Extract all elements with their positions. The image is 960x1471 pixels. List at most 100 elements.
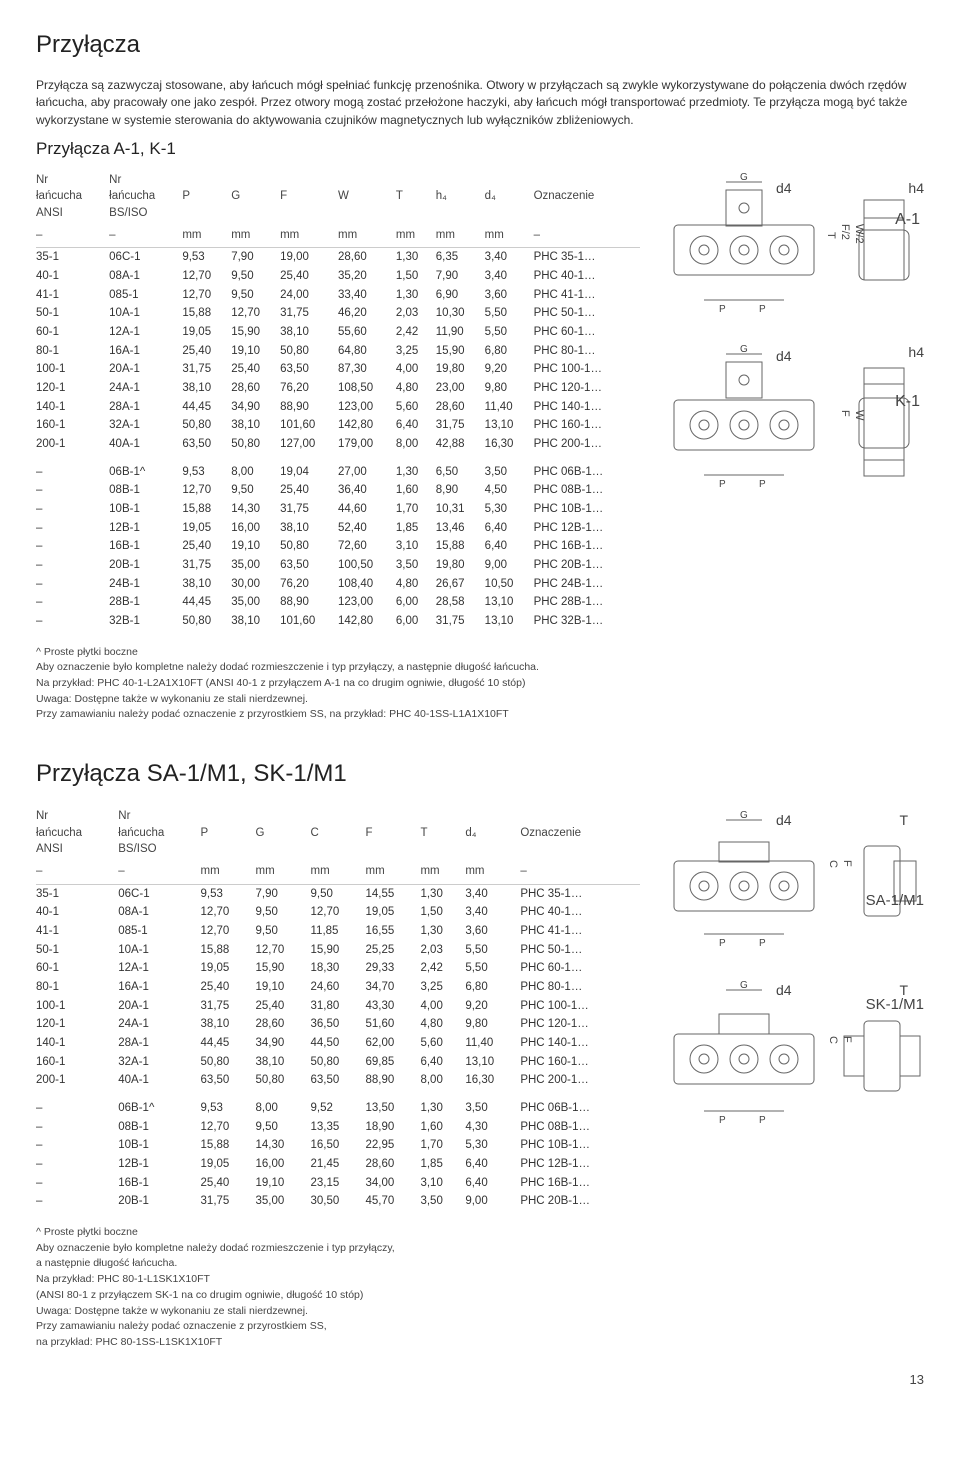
table-row: –20B-131,7535,0030,5045,703,509,00PHC 20…: [36, 1192, 640, 1211]
table-cell: 43,30: [365, 997, 420, 1016]
diagram-sk1: G P P d4 T C F SK-1/M1: [664, 976, 924, 1136]
table-cell: 3,10: [396, 537, 436, 556]
table-cell: 13,46: [436, 519, 485, 538]
table-cell: 9,50: [256, 922, 311, 941]
table-cell: 44,60: [338, 500, 396, 519]
table-cell: 24A-1: [109, 379, 182, 398]
table-cell: 11,40: [465, 1034, 520, 1053]
table-cell: 32A-1: [118, 1053, 200, 1072]
table-cell: 28,60: [338, 248, 396, 267]
table-cell: 45,70: [365, 1192, 420, 1211]
table-cell: 19,05: [201, 1155, 256, 1174]
table-cell: 32B-1: [109, 612, 182, 631]
table-cell: 6,80: [485, 342, 534, 361]
table-cell: 19,00: [280, 248, 338, 267]
table-cell: 179,00: [338, 435, 396, 454]
table-cell: 8,00: [396, 435, 436, 454]
table-row: 41-1085-112,709,5011,8516,551,303,60PHC …: [36, 922, 640, 941]
table-cell: 120-1: [36, 379, 109, 398]
table-cell: 21,45: [311, 1155, 366, 1174]
table-cell: 25,40: [182, 342, 231, 361]
table-cell: 9,20: [465, 997, 520, 1016]
table-cell: 3,40: [485, 248, 534, 267]
table-unit-cell: –: [109, 224, 182, 248]
table-cell: 24,60: [311, 978, 366, 997]
table-cell: 16,55: [365, 922, 420, 941]
table-cell: 35-1: [36, 248, 109, 267]
table-row: 41-1085-112,709,5024,0033,401,306,903,60…: [36, 286, 640, 305]
table-cell: 19,04: [280, 454, 338, 482]
table-cell: 19,05: [365, 903, 420, 922]
table-cell: 63,50: [201, 1071, 256, 1090]
table-cell: 31,75: [182, 556, 231, 575]
table-cell: 14,30: [231, 500, 280, 519]
table-cell: 10A-1: [118, 941, 200, 960]
table-cell: PHC 100-1…: [520, 997, 640, 1016]
table-cell: PHC 40-1…: [520, 903, 640, 922]
table-cell: 29,33: [365, 959, 420, 978]
table-cell: PHC 24B-1…: [534, 575, 640, 594]
table-cell: 38,10: [182, 379, 231, 398]
footnote-line: Aby oznaczenie było kompletne należy dod…: [36, 1241, 640, 1256]
table-row: –12B-119,0516,0021,4528,601,856,40PHC 12…: [36, 1155, 640, 1174]
table-unit-cell: mm: [465, 860, 520, 884]
table-cell: PHC 140-1…: [520, 1034, 640, 1053]
svg-text:G: G: [740, 980, 748, 991]
diagram-sa1: G P P d4 T C F SA-1/M1: [664, 806, 924, 956]
table-cell: 34,70: [365, 978, 420, 997]
table-cell: 23,00: [436, 379, 485, 398]
table-cell: 24A-1: [118, 1015, 200, 1034]
table-unit-cell: –: [118, 860, 200, 884]
table-cell: 1,30: [396, 248, 436, 267]
table-cell: 38,10: [280, 323, 338, 342]
table-cell: PHC 35-1…: [534, 248, 640, 267]
table-col-header: NrłańcuchaBS/ISO: [118, 806, 200, 861]
table-cell: 1,85: [396, 519, 436, 538]
table-cell: 9,53: [182, 248, 231, 267]
table-cell: 12,70: [182, 267, 231, 286]
table-cell: 1,30: [420, 884, 465, 903]
table-cell: 1,30: [420, 1090, 465, 1118]
table-cell: 60-1: [36, 323, 109, 342]
table-cell: –: [36, 1090, 118, 1118]
table-cell: 160-1: [36, 416, 109, 435]
table-cell: 9,52: [311, 1090, 366, 1118]
table-col-header: h₄: [436, 170, 485, 225]
table-cell: 15,88: [182, 500, 231, 519]
table-cell: 72,60: [338, 537, 396, 556]
table-cell: 63,50: [280, 360, 338, 379]
table-cell: 69,85: [365, 1053, 420, 1072]
table-cell: 50-1: [36, 304, 109, 323]
table-cell: 4,80: [396, 379, 436, 398]
table-row: –24B-138,1030,0076,20108,404,8026,6710,5…: [36, 575, 640, 594]
table-col-header: Oznaczenie: [520, 806, 640, 861]
table-cell: 12,70: [182, 286, 231, 305]
table-cell: 31,75: [436, 612, 485, 631]
intro-paragraph: Przyłącza są zazwyczaj stosowane, aby ła…: [36, 77, 924, 129]
table-cell: PHC 06B-1…: [520, 1090, 640, 1118]
table-cell: 31,75: [280, 304, 338, 323]
table-col-header: d₄: [465, 806, 520, 861]
page-title: Przyłącza: [36, 28, 924, 63]
table-cell: 25,40: [280, 267, 338, 286]
table-cell: 25,40: [231, 360, 280, 379]
table-cell: 12,70: [231, 304, 280, 323]
table-cell: PHC 28B-1…: [534, 593, 640, 612]
table-cell: 4,00: [420, 997, 465, 1016]
table-row: 200-140A-163,5050,80127,00179,008,0042,8…: [36, 435, 640, 454]
table-cell: 1,30: [420, 922, 465, 941]
table-unit-cell: –: [36, 224, 109, 248]
table-cell: 44,45: [182, 593, 231, 612]
table-cell: 15,90: [436, 342, 485, 361]
table-cell: 101,60: [280, 612, 338, 631]
table-cell: 36,40: [338, 481, 396, 500]
table-row: –16B-125,4019,1023,1534,003,106,40PHC 16…: [36, 1174, 640, 1193]
svg-text:P: P: [719, 479, 726, 490]
footnote-line: Przy zamawianiu należy podać oznaczenie …: [36, 1319, 640, 1334]
table-cell: 34,00: [365, 1174, 420, 1193]
table-cell: 142,80: [338, 416, 396, 435]
table-row: 100-120A-131,7525,4063,5087,304,0019,809…: [36, 360, 640, 379]
table-cell: 12,70: [311, 903, 366, 922]
table-cell: 20B-1: [109, 556, 182, 575]
table-unit-cell: mm: [231, 224, 280, 248]
